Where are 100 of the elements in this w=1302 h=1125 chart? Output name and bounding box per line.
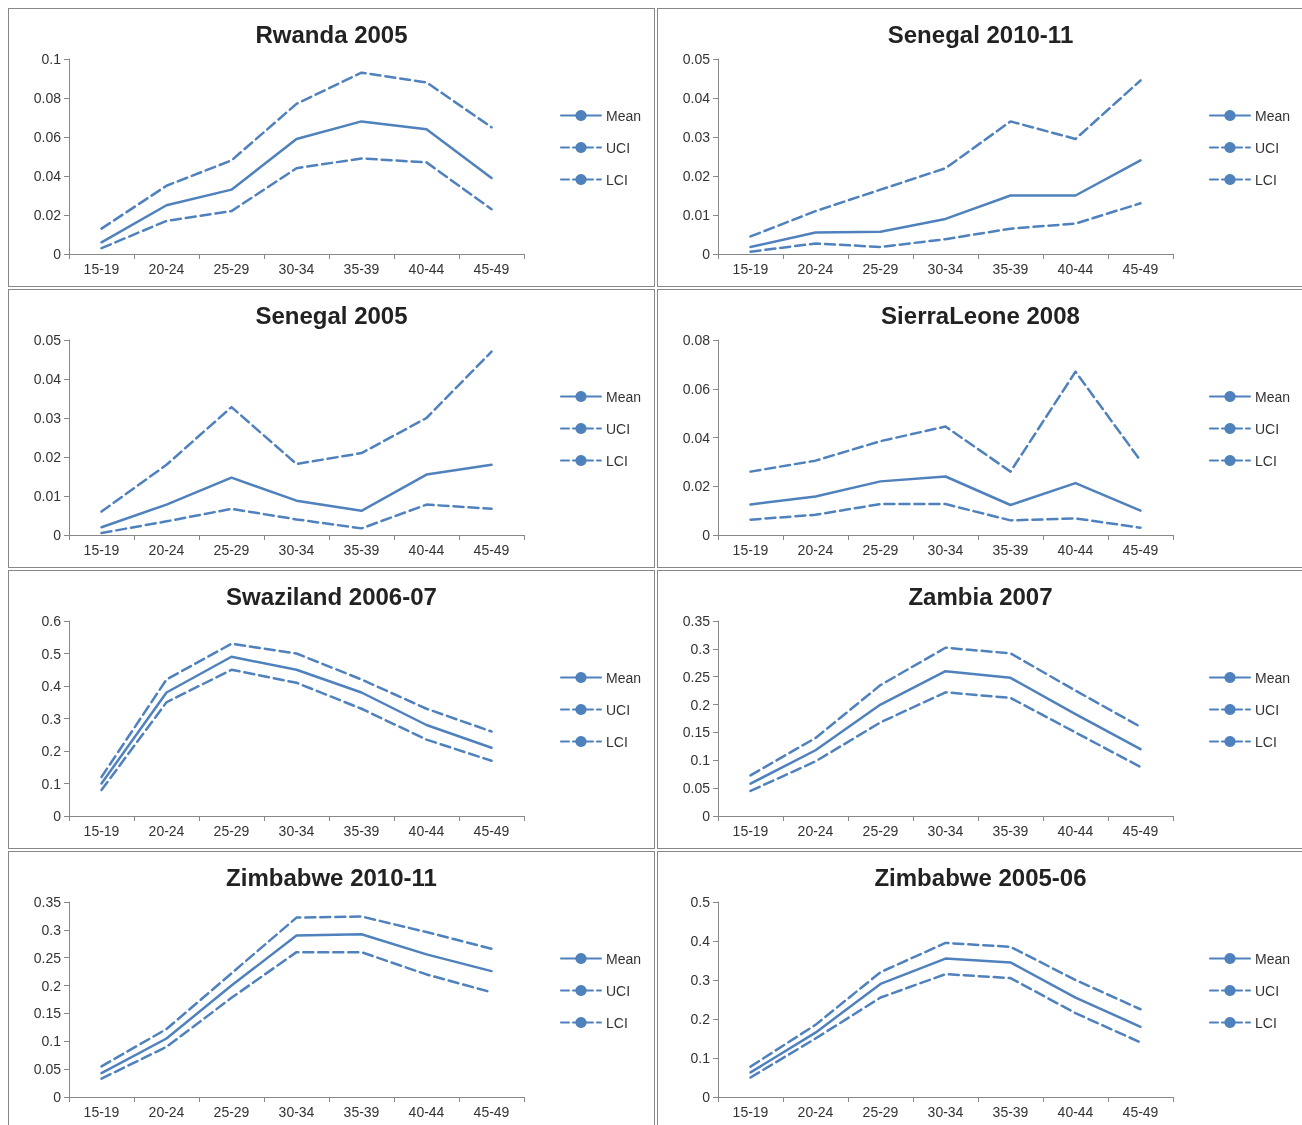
x-tick-label: 20-24 bbox=[797, 542, 834, 558]
chart-title: Zimbabwe 2010-11 bbox=[226, 863, 437, 891]
legend-label: UCI bbox=[605, 701, 631, 718]
y-tick-label: 0.04 bbox=[682, 90, 711, 106]
chart-title: Swaziland 2006-07 bbox=[226, 582, 437, 610]
y-tick-label: 0.4 bbox=[690, 933, 711, 949]
legend-label: LCI bbox=[605, 171, 628, 188]
y-tick-label: 0.3 bbox=[41, 921, 62, 938]
y-tick-label: 0 bbox=[53, 1089, 62, 1105]
x-tick-label: 40-44 bbox=[1057, 542, 1094, 558]
y-tick-label: 0.3 bbox=[690, 972, 711, 988]
y-tick-label: 0.02 bbox=[33, 449, 62, 465]
y-tick-label: 0.2 bbox=[41, 977, 62, 994]
legend-label: UCI bbox=[1254, 420, 1280, 437]
y-tick-label: 0.2 bbox=[41, 743, 62, 759]
y-tick-label: 0.08 bbox=[682, 332, 711, 348]
x-tick-label: 45-49 bbox=[473, 1104, 510, 1120]
legend-label: Mean bbox=[1254, 388, 1291, 405]
legend-label: LCI bbox=[1254, 171, 1277, 188]
y-tick-label: 0 bbox=[53, 527, 62, 543]
y-tick-label: 0.01 bbox=[33, 488, 62, 504]
x-tick-label: 40-44 bbox=[1057, 261, 1094, 277]
x-tick-label: 25-29 bbox=[862, 542, 899, 558]
y-tick-label: 0.02 bbox=[682, 168, 711, 184]
y-tick-label: 0 bbox=[53, 808, 62, 824]
y-tick-label: 0.25 bbox=[682, 668, 711, 685]
line-series bbox=[749, 646, 1142, 777]
chart-title: Senegal 2010-11 bbox=[887, 20, 1074, 48]
legend-label: UCI bbox=[605, 139, 631, 156]
x-tick-label: 40-44 bbox=[408, 1104, 445, 1120]
line-series bbox=[749, 669, 1142, 785]
y-tick-label: 0.1 bbox=[41, 1033, 62, 1050]
y-tick-label: 0.35 bbox=[33, 894, 62, 910]
x-tick-label: 15-19 bbox=[732, 1104, 769, 1120]
x-tick-label: 35-39 bbox=[992, 261, 1029, 277]
y-tick-label: 0.05 bbox=[33, 332, 62, 348]
y-tick-label: 0 bbox=[702, 246, 711, 262]
y-tick-label: 0.1 bbox=[41, 775, 62, 792]
x-tick-label: 25-29 bbox=[862, 1104, 899, 1120]
y-tick-label: 0.3 bbox=[690, 640, 711, 657]
y-tick-label: 0.04 bbox=[682, 429, 711, 446]
y-tick-label: 0.2 bbox=[690, 1011, 711, 1027]
x-tick-label: 35-39 bbox=[992, 1104, 1029, 1120]
x-tick-label: 20-24 bbox=[148, 1104, 185, 1120]
x-tick-label: 45-49 bbox=[1122, 261, 1159, 277]
legend-label: UCI bbox=[1254, 982, 1280, 999]
x-tick-label: 25-29 bbox=[213, 261, 250, 277]
y-tick-label: 0.5 bbox=[41, 645, 62, 662]
y-tick-label: 0.03 bbox=[33, 410, 62, 426]
x-tick-label: 20-24 bbox=[148, 823, 185, 839]
y-tick-label: 0.08 bbox=[33, 90, 62, 106]
y-tick-label: 0 bbox=[53, 246, 62, 262]
y-tick-label: 0.06 bbox=[682, 380, 711, 397]
line-series bbox=[749, 691, 1142, 793]
y-tick-label: 0 bbox=[702, 808, 711, 824]
chart-title: Zambia 2007 bbox=[908, 582, 1053, 610]
y-tick-label: 0.02 bbox=[33, 207, 62, 223]
y-tick-label: 0.01 bbox=[682, 207, 711, 223]
x-tick-label: 20-24 bbox=[148, 542, 185, 558]
y-tick-label: 0.1 bbox=[690, 1050, 711, 1066]
line-series bbox=[749, 79, 1142, 238]
line-series bbox=[749, 941, 1142, 1068]
y-tick-label: 0.15 bbox=[682, 724, 711, 741]
x-tick-label: 45-49 bbox=[1122, 1104, 1159, 1120]
x-tick-label: 30-34 bbox=[278, 542, 315, 558]
x-tick-label: 40-44 bbox=[408, 261, 445, 277]
y-tick-label: 0.2 bbox=[690, 696, 711, 713]
y-tick-label: 0.05 bbox=[682, 780, 711, 797]
legend-label: Mean bbox=[1254, 107, 1291, 124]
x-tick-label: 15-19 bbox=[732, 542, 769, 558]
line-series bbox=[749, 202, 1142, 253]
x-tick-label: 45-49 bbox=[473, 261, 510, 277]
x-tick-label: 40-44 bbox=[408, 823, 445, 839]
x-tick-label: 30-34 bbox=[278, 261, 315, 277]
x-tick-label: 35-39 bbox=[992, 823, 1029, 839]
chart-title: Zimbabwe 2005-06 bbox=[874, 863, 1087, 891]
y-tick-label: 0.02 bbox=[682, 478, 711, 495]
x-tick-label: 30-34 bbox=[927, 261, 964, 277]
x-tick-label: 35-39 bbox=[343, 823, 380, 839]
line-series bbox=[749, 502, 1142, 529]
x-tick-label: 30-34 bbox=[278, 1104, 315, 1120]
legend-label: UCI bbox=[1254, 139, 1280, 156]
line-series bbox=[749, 370, 1142, 473]
x-tick-label: 40-44 bbox=[408, 542, 445, 558]
x-tick-label: 20-24 bbox=[797, 261, 834, 277]
line-series bbox=[100, 120, 493, 244]
x-tick-label: 20-24 bbox=[797, 1104, 834, 1120]
y-tick-label: 0.05 bbox=[682, 51, 711, 67]
line-series bbox=[100, 503, 493, 535]
legend-label: LCI bbox=[605, 452, 628, 469]
x-tick-label: 35-39 bbox=[343, 1104, 380, 1120]
x-tick-label: 45-49 bbox=[473, 823, 510, 839]
legend-label: UCI bbox=[1254, 701, 1280, 718]
x-tick-label: 25-29 bbox=[862, 823, 899, 839]
x-tick-label: 15-19 bbox=[83, 1104, 120, 1120]
line-series bbox=[100, 915, 493, 1068]
y-tick-label: 0.3 bbox=[41, 710, 62, 727]
legend-label: Mean bbox=[1254, 950, 1291, 967]
x-tick-label: 30-34 bbox=[927, 542, 964, 558]
line-series bbox=[100, 463, 493, 529]
